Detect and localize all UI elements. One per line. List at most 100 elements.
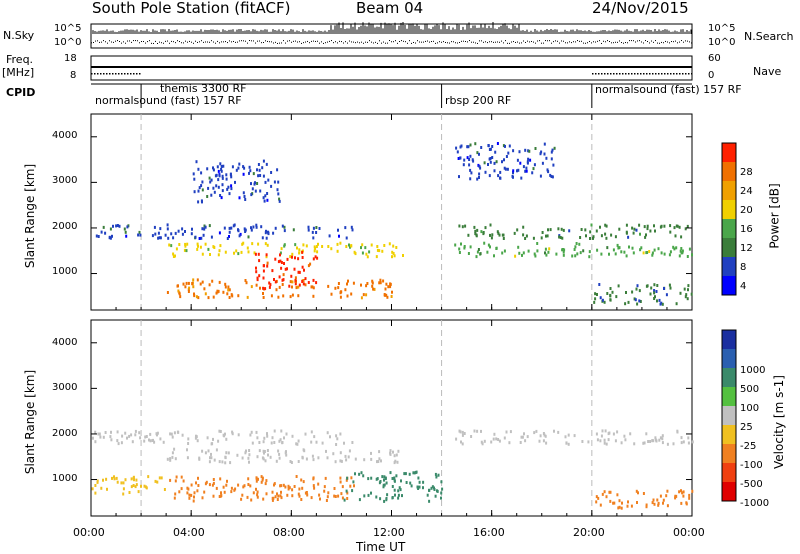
nsearch-trace [343, 42, 344, 44]
nsearch-trace [407, 42, 408, 44]
nsky-tick-bottom: 10^0 [54, 37, 82, 48]
nsearch-trace [547, 40, 548, 42]
nsearch-trace [91, 42, 92, 44]
nsearch-trace [501, 40, 502, 42]
nsearch-trace [609, 40, 610, 42]
nave-trace [115, 73, 117, 75]
velocity-colorbar-tick: -1000 [740, 498, 770, 509]
nsearch-trace [599, 40, 600, 42]
nsearch-trace [307, 40, 308, 42]
velocity-colorbar-segment [722, 482, 736, 501]
nave-trace [673, 73, 675, 75]
nsearch-trace [435, 42, 436, 44]
nsearch-trace [327, 41, 328, 43]
nsearch-trace [617, 41, 618, 43]
nsearch-trace [605, 41, 606, 43]
nsearch-trace [305, 41, 306, 43]
freq-unit-label: [MHz] [2, 66, 35, 79]
nsearch-trace [295, 40, 296, 42]
nsearch-trace [507, 42, 508, 44]
nave-trace [685, 73, 687, 75]
nave-trace [661, 73, 663, 75]
nsearch-trace [653, 41, 654, 43]
nsearch-trace [487, 42, 488, 44]
nsearch-trace [529, 41, 530, 43]
cpid-segment-label: rbsp 200 RF [445, 94, 512, 107]
nsearch-trace [627, 42, 628, 44]
nsearch-trace [589, 40, 590, 42]
nave-trace [625, 73, 627, 75]
nsearch-trace [637, 40, 638, 42]
nsearch-trace [499, 41, 500, 43]
nsearch-trace [139, 42, 140, 44]
power-ytick: 3000 [52, 175, 78, 186]
nsearch-trace [615, 41, 616, 43]
nsearch-trace [495, 41, 496, 43]
nsearch-trace [201, 40, 202, 42]
power-region [254, 250, 319, 291]
nave-trace [679, 73, 681, 75]
nsearch-trace [477, 42, 478, 44]
power-colorbar-tick: 16 [740, 224, 753, 235]
nsearch-trace [303, 42, 304, 44]
nsearch-trace [465, 41, 466, 43]
velocity-colorbar-tick: 25 [740, 422, 753, 433]
nsearch-trace [685, 40, 686, 42]
nave-tick-bottom: 0 [708, 70, 715, 81]
nsearch-trace [473, 41, 474, 43]
velocity-colorbar-tick: -500 [740, 479, 763, 490]
nsearch-trace [163, 42, 164, 44]
nsearch-trace [273, 42, 274, 44]
nsearch-trace [533, 41, 534, 43]
nave-trace [91, 73, 93, 75]
xtick: 08:00 [273, 526, 305, 539]
nsearch-trace [237, 41, 238, 43]
nsearch-trace [575, 41, 576, 43]
nsearch-trace [161, 42, 162, 44]
nave-trace [631, 73, 633, 75]
nsearch-trace [285, 42, 286, 44]
nave-trace [613, 73, 615, 75]
nsearch-trace [323, 42, 324, 44]
nsearch-trace [445, 41, 446, 43]
x-axis-label: Time UT [356, 540, 406, 554]
velocity-colorbar-segment [722, 368, 736, 387]
nsearch-trace [483, 41, 484, 43]
nave-trace [127, 73, 129, 75]
nave-trace [607, 73, 609, 75]
nsearch-trace [515, 41, 516, 43]
nsearch-trace [351, 41, 352, 43]
nsearch-trace [429, 41, 430, 43]
nsearch-trace [181, 42, 182, 44]
nsearch-trace [309, 42, 310, 44]
power-colorbar-segment [722, 181, 736, 200]
nsearch-trace [417, 40, 418, 42]
nsearch-trace [269, 41, 270, 43]
nsearch-trace [659, 42, 660, 44]
nsearch-trace [293, 40, 294, 42]
nave-trace [634, 73, 636, 75]
nsearch-trace [567, 42, 568, 44]
velocity-colorbar-tick: -25 [740, 441, 757, 452]
nsearch-trace [633, 40, 634, 42]
power-region [95, 223, 354, 240]
nsearch-trace [213, 41, 214, 43]
power-colorbar-segment [722, 238, 736, 257]
velocity-colorbar-tick: -100 [740, 460, 763, 471]
nsearch-trace [355, 42, 356, 44]
nsearch-trace [643, 42, 644, 44]
nsearch-trace [415, 42, 416, 44]
nsearch-trace [337, 42, 338, 44]
nsearch-trace [245, 40, 246, 42]
xtick: 20:00 [573, 526, 605, 539]
nsearch-trace [259, 40, 260, 42]
nsearch-trace [463, 40, 464, 42]
nave-trace [109, 73, 111, 75]
nsearch-trace [289, 40, 290, 42]
nsearch-trace [311, 40, 312, 42]
nsearch-trace [655, 40, 656, 42]
nave-trace [604, 73, 606, 75]
nave-trace [682, 73, 684, 75]
nsearch-trace [601, 42, 602, 44]
nsearch-trace [387, 42, 388, 44]
